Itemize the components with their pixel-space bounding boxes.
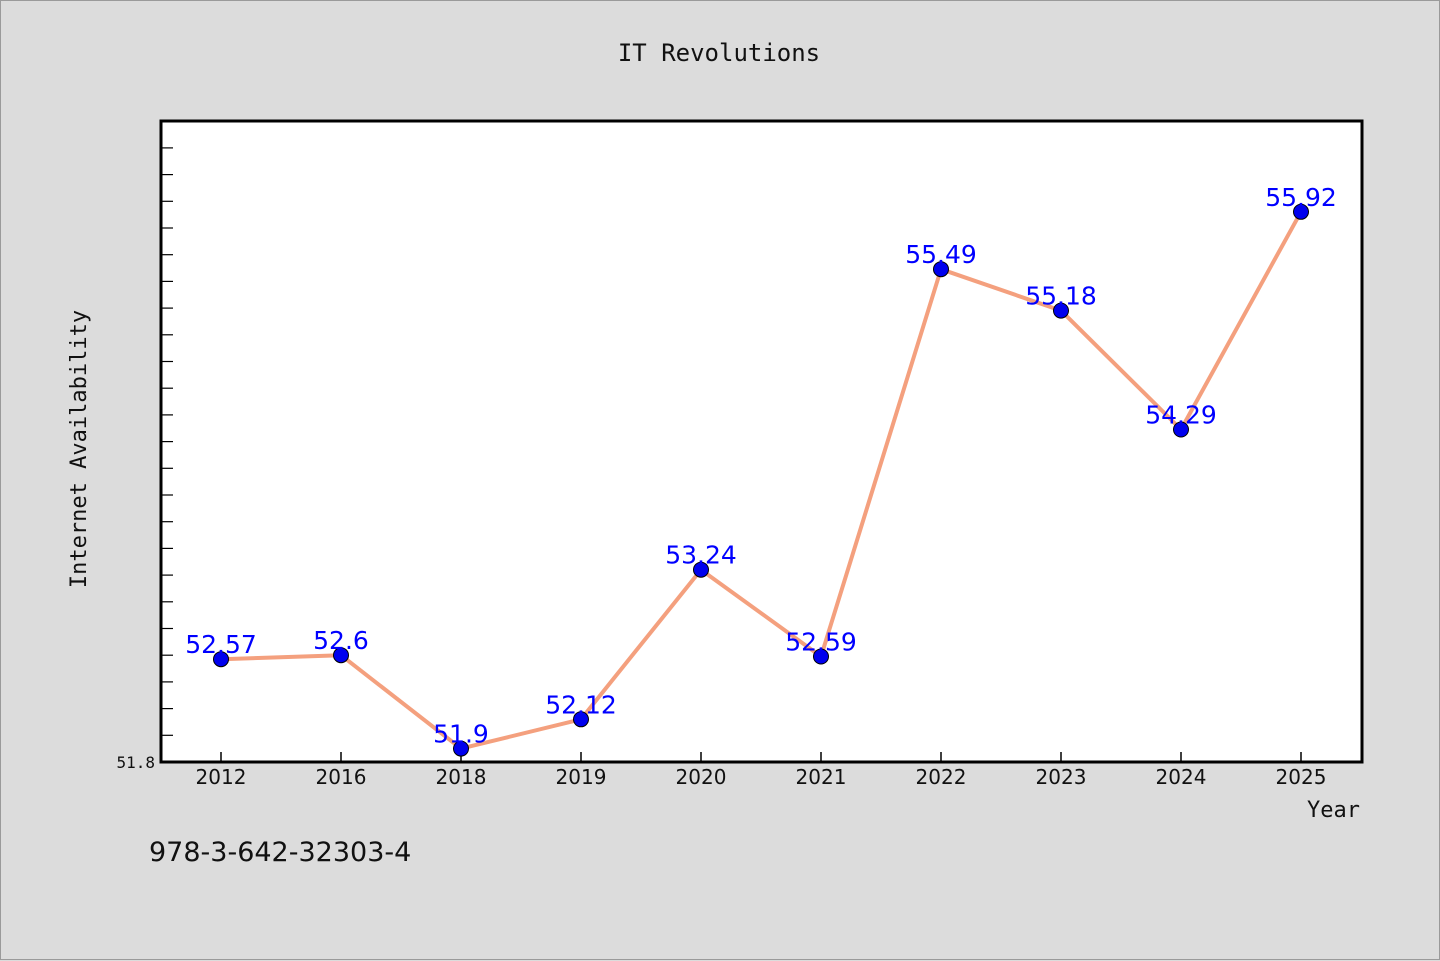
data-labels: 52.57 52.6 51.9 52.12 53.24 52.59 55.49 55.18 54… <box>185 183 1337 749</box>
data-label: 52.59 <box>785 628 857 657</box>
series-line-segment <box>339 653 463 751</box>
data-point <box>1053 302 1069 319</box>
plot-area <box>159 119 1364 764</box>
x-tick-label: 2019 <box>556 765 607 789</box>
series-line-segment <box>1059 308 1183 432</box>
series-line-segment <box>699 567 823 659</box>
data-label: 52.57 <box>185 630 257 659</box>
y-axis-min-label: 51.8 <box>116 753 155 772</box>
data-point <box>1173 421 1189 438</box>
data-point <box>453 740 469 757</box>
x-tick-label: 2023 <box>1036 765 1087 789</box>
data-point <box>693 561 709 578</box>
chart-title: IT Revolutions <box>618 39 820 67</box>
series-line-segment <box>1179 209 1303 432</box>
data-label: 55.49 <box>905 240 977 269</box>
data-point <box>1293 203 1309 220</box>
data-point <box>933 261 949 278</box>
data-label: 53.24 <box>665 541 737 570</box>
data-point <box>333 647 349 664</box>
data-label: 51.9 <box>433 720 489 749</box>
series-line-segment <box>939 267 1063 313</box>
x-axis-labels: 2012 2016 2018 2019 2020 2021 2022 2023 2024 2025 <box>196 765 1327 789</box>
series-line-segment <box>579 567 703 722</box>
x-tick-label: 2018 <box>436 765 487 789</box>
x-axis-ticks <box>220 752 1302 762</box>
x-tick-label: 2022 <box>916 765 967 789</box>
y-axis-ticks <box>161 147 173 736</box>
y-axis-title: Internet Availability <box>67 310 92 588</box>
x-tick-label: 2020 <box>676 765 727 789</box>
series-line-segment <box>819 267 943 659</box>
data-label: 52.6 <box>313 626 369 655</box>
series-line-segment <box>459 717 583 751</box>
series-lines <box>219 209 1303 751</box>
series-line-segment <box>219 653 343 662</box>
data-point <box>813 648 829 665</box>
x-tick-label: 2021 <box>796 765 847 789</box>
data-point <box>213 651 229 668</box>
data-point <box>573 711 589 728</box>
series-points <box>213 203 1309 757</box>
x-axis-title: Year <box>1307 798 1360 823</box>
x-tick-label: 2012 <box>196 765 247 789</box>
x-tick-label: 2016 <box>316 765 367 789</box>
data-label: 52.12 <box>545 690 617 719</box>
data-label: 54.29 <box>1145 401 1217 430</box>
x-tick-label: 2024 <box>1156 765 1207 789</box>
isbn-text: 978-3-642-32303-4 <box>149 837 412 868</box>
x-tick-label: 2025 <box>1276 765 1327 789</box>
data-label: 55.92 <box>1265 183 1337 212</box>
data-label: 55.18 <box>1025 282 1097 311</box>
